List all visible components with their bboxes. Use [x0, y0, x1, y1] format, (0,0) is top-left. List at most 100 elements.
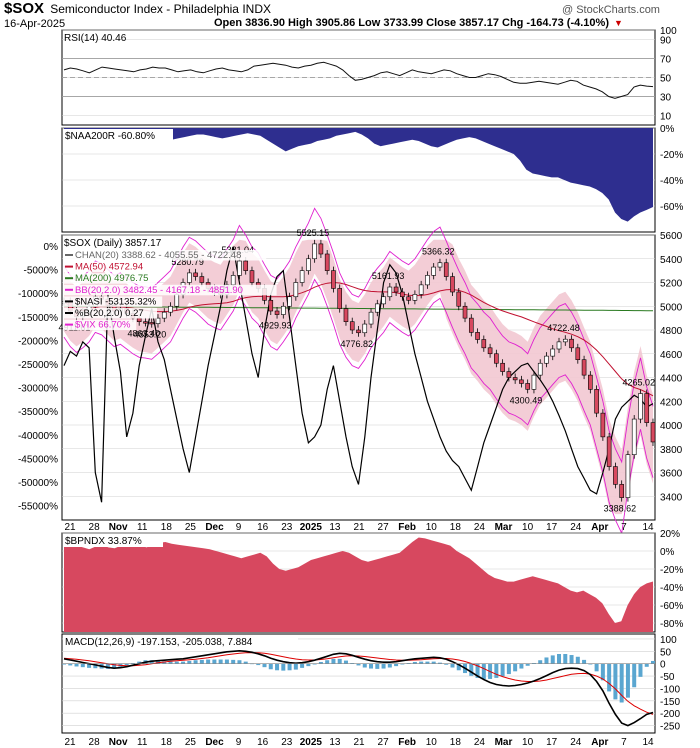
candle-body — [588, 374, 593, 390]
legend-entry: %B(20,2.0) 0.27 — [75, 308, 144, 319]
y-tick-label: 0 — [660, 660, 666, 671]
candle-body — [644, 393, 650, 423]
candle-body — [230, 275, 236, 286]
macd-hist-bar — [174, 661, 179, 664]
y-tick-label: 4000 — [660, 421, 683, 432]
x-tick-label: Feb — [398, 522, 416, 533]
macd-hist-bar — [412, 661, 417, 664]
candle-body — [544, 355, 549, 364]
candle-body — [161, 311, 167, 319]
macd-hist-bar — [506, 663, 511, 675]
macd-hist-bar — [638, 663, 643, 677]
y-tick-label: 5000 — [660, 302, 683, 313]
left-tick-label: -25000% — [18, 360, 58, 371]
x-tick-label: 18 — [161, 737, 173, 748]
x-tick-label: 25 — [185, 522, 197, 533]
candle-body — [343, 308, 349, 322]
candle-body — [581, 359, 587, 376]
left-tick-label: -15000% — [18, 313, 58, 324]
y-tick-label: 0% — [660, 547, 675, 558]
title-bg — [63, 129, 173, 142]
quote-line: Open 3836.90 High 3905.86 Low 3733.99 Cl… — [214, 17, 623, 29]
legend-entry: MA(50) 4572.94 — [75, 262, 143, 273]
x-tick-label: Dec — [205, 737, 224, 748]
y-tick-label: 100 — [660, 26, 677, 37]
y-tick-label: 4200 — [660, 397, 683, 408]
symbol: $SOX — [4, 0, 45, 17]
left-tick-label: -50000% — [18, 478, 58, 489]
candle-body — [155, 317, 161, 324]
candle-body — [431, 266, 436, 276]
x-tick-label: Nov — [109, 522, 128, 533]
y-tick-label: 4400 — [660, 374, 683, 385]
macd-hist-bar — [557, 653, 562, 664]
macd-hist-bar — [74, 663, 79, 667]
legend-bg — [63, 261, 152, 273]
macd-hist-bar — [513, 663, 518, 672]
candle-body — [606, 436, 612, 467]
x-tick-label: 27 — [378, 737, 390, 748]
y-tick-label: -20% — [660, 150, 683, 161]
macd-hist-bar — [525, 663, 530, 666]
macd-hist-bar — [312, 663, 317, 665]
candle-body — [500, 362, 505, 372]
candle-body — [512, 377, 518, 381]
candle-body — [400, 291, 405, 298]
x-tick-label: 24 — [570, 737, 582, 748]
title-bg — [63, 534, 163, 547]
candle-body — [356, 329, 361, 334]
x-tick-label: 14 — [642, 737, 654, 748]
price-annotation: 4853.20 — [134, 330, 167, 340]
candle-body — [575, 347, 581, 360]
macd-hist-bar — [199, 659, 204, 664]
macd-hist-bar — [387, 663, 392, 668]
left-tick-label: -30000% — [18, 384, 58, 395]
candle-body — [494, 353, 499, 364]
left-tick-label: -45000% — [18, 454, 58, 465]
legend-bg — [63, 250, 267, 261]
candle-body — [481, 339, 487, 349]
candle-body — [362, 323, 368, 334]
y-tick-label: 50 — [660, 74, 672, 85]
x-tick-label: 18 — [450, 522, 462, 533]
x-tick-label: 24 — [474, 522, 486, 533]
y-tick-label: 30 — [660, 93, 672, 104]
candle-body — [425, 275, 430, 286]
x-tick-label: 16 — [257, 737, 269, 748]
legend-entry: $VIX 66.70% — [75, 320, 131, 331]
macd-hist-bar — [224, 659, 229, 664]
macd-hist-bar — [456, 663, 461, 671]
x-tick-label: 13 — [329, 737, 341, 748]
x-tick-label: 7 — [621, 522, 627, 533]
y-tick-label: 3400 — [660, 492, 683, 503]
macd-hist-bar — [300, 663, 305, 668]
price-annotation: 4722.48 — [547, 323, 580, 333]
x-tick-label: 9 — [236, 737, 242, 748]
macd-hist-bar — [362, 663, 367, 668]
macd-hist-bar — [619, 663, 624, 703]
macd-hist-bar — [469, 663, 474, 676]
candle-body — [638, 393, 643, 420]
candle-body — [550, 348, 556, 357]
macd-hist-bar — [306, 663, 311, 667]
bb-lower-line — [63, 278, 654, 535]
candle-body — [412, 294, 418, 301]
y-tick-label: 5200 — [660, 279, 683, 290]
x-tick-label: 24 — [474, 737, 486, 748]
macd-hist-bar — [444, 663, 449, 665]
left-tick-label: -35000% — [18, 407, 58, 418]
macd-hist-bar — [87, 663, 92, 668]
y-tick-label: 90 — [660, 36, 672, 47]
legend-bg — [63, 296, 163, 307]
x-tick-label: 2025 — [300, 737, 323, 748]
candle-body — [143, 321, 148, 324]
y-tick-label: 70 — [660, 55, 672, 66]
macd-hist-bar — [343, 660, 348, 664]
macd-hist-bar — [105, 663, 110, 669]
macd-hist-bar — [318, 661, 323, 664]
x-tick-label: Mar — [495, 522, 513, 533]
macd-hist-bar — [375, 663, 380, 669]
macd-hist-bar — [582, 659, 587, 664]
